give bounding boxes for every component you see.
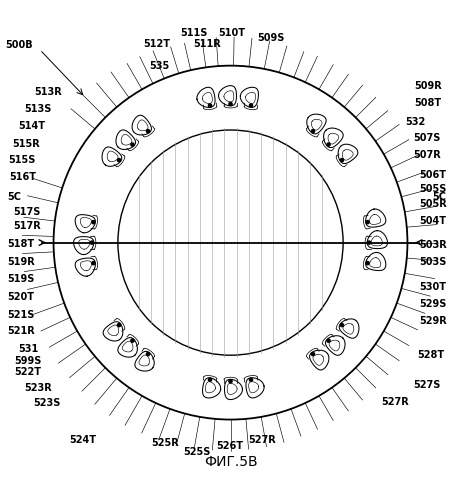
Circle shape: [131, 143, 134, 146]
Text: 519S: 519S: [7, 274, 35, 284]
Text: 535: 535: [149, 61, 169, 71]
Text: 524T: 524T: [70, 435, 97, 445]
Circle shape: [367, 241, 371, 244]
Text: 520T: 520T: [7, 292, 34, 302]
Circle shape: [340, 323, 343, 327]
Text: 515R: 515R: [12, 139, 41, 149]
Text: 525R: 525R: [151, 438, 179, 448]
Text: 514T: 514T: [18, 121, 45, 131]
Circle shape: [92, 221, 95, 224]
Circle shape: [327, 339, 330, 342]
Text: 513R: 513R: [34, 87, 61, 97]
Text: 513S: 513S: [24, 104, 52, 114]
Text: 529R: 529R: [419, 316, 447, 326]
Text: 532: 532: [406, 117, 426, 127]
Circle shape: [92, 261, 95, 264]
Circle shape: [90, 241, 94, 244]
Text: 500B: 500B: [5, 40, 33, 50]
Text: 505S: 505S: [419, 184, 447, 194]
Text: 517S: 517S: [13, 207, 41, 217]
Text: 530T: 530T: [420, 282, 447, 292]
Text: 599S: 599S: [14, 356, 42, 366]
Text: 511R: 511R: [194, 38, 221, 48]
Circle shape: [208, 378, 212, 381]
Circle shape: [208, 104, 212, 107]
Text: 508T: 508T: [414, 98, 441, 108]
Text: 509R: 509R: [414, 81, 442, 91]
Text: 527R: 527R: [248, 435, 276, 445]
Text: 516T: 516T: [9, 172, 36, 182]
Text: 522T: 522T: [14, 367, 41, 377]
Circle shape: [249, 104, 253, 107]
Text: 503S: 503S: [419, 257, 447, 267]
Circle shape: [147, 352, 150, 356]
Circle shape: [229, 380, 232, 383]
Text: 521S: 521S: [7, 310, 35, 320]
Circle shape: [249, 378, 253, 381]
Circle shape: [327, 143, 330, 146]
Circle shape: [366, 261, 369, 264]
Text: 531: 531: [18, 344, 38, 354]
Text: 517R: 517R: [13, 221, 41, 231]
Text: 507S: 507S: [414, 133, 441, 143]
Text: 523R: 523R: [24, 383, 53, 393]
Circle shape: [118, 159, 121, 162]
Text: 521R: 521R: [7, 326, 35, 336]
Text: 504T: 504T: [420, 216, 447, 226]
Text: 510T: 510T: [219, 27, 245, 37]
Text: 5C: 5C: [432, 192, 447, 202]
Text: 528T: 528T: [417, 350, 444, 360]
Text: 518T: 518T: [7, 239, 34, 249]
Text: 505R: 505R: [419, 199, 447, 209]
Circle shape: [311, 130, 314, 133]
Circle shape: [340, 159, 343, 162]
Text: 507R: 507R: [413, 150, 441, 160]
Circle shape: [131, 339, 134, 342]
Text: 527S: 527S: [414, 380, 441, 390]
Text: 506T: 506T: [420, 170, 447, 180]
Text: 512T: 512T: [143, 38, 171, 48]
Text: 515S: 515S: [8, 155, 35, 165]
Circle shape: [311, 352, 314, 356]
Text: 511S: 511S: [180, 27, 207, 37]
Text: 525S: 525S: [184, 447, 211, 457]
Circle shape: [118, 323, 121, 327]
Text: 503R: 503R: [419, 240, 447, 250]
Text: 527R: 527R: [381, 397, 409, 407]
Text: 526T: 526T: [216, 441, 243, 451]
Circle shape: [147, 130, 150, 133]
Text: ФИГ.5В: ФИГ.5В: [204, 455, 257, 469]
Text: 509S: 509S: [257, 33, 284, 43]
Text: 519R: 519R: [7, 257, 35, 267]
Text: 523S: 523S: [33, 398, 60, 408]
Circle shape: [366, 221, 369, 224]
Circle shape: [229, 102, 232, 106]
Text: 5C: 5C: [7, 192, 21, 202]
Text: 529S: 529S: [419, 299, 447, 309]
